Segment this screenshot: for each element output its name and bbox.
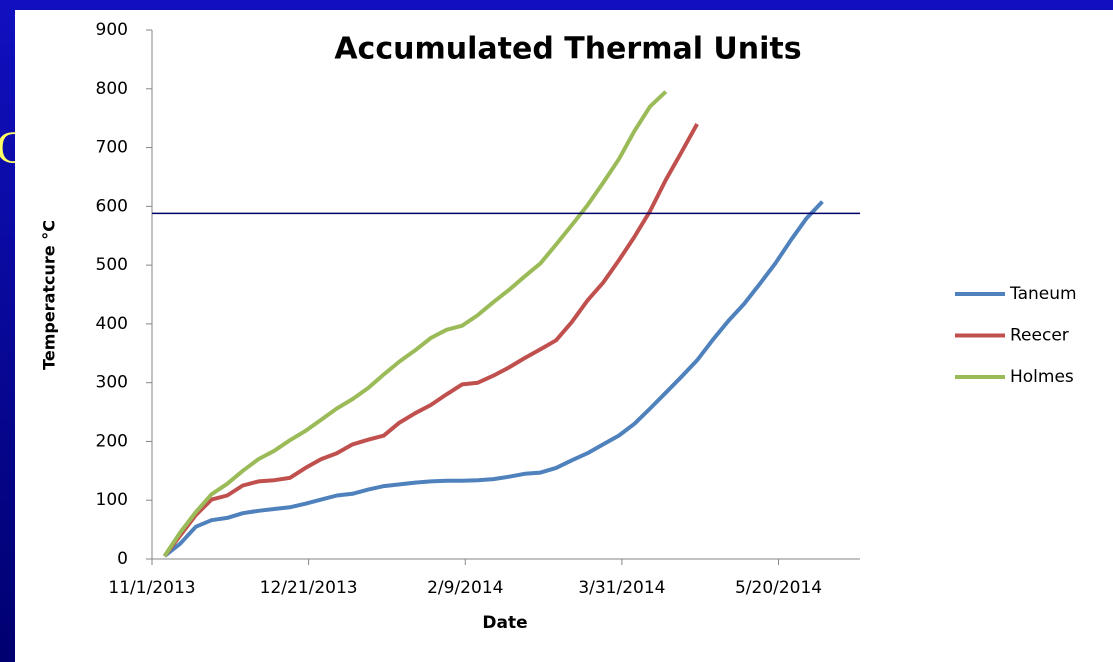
y-tick-label: 800 xyxy=(96,79,128,99)
series-line xyxy=(163,200,824,558)
y-tick-label: 600 xyxy=(96,196,128,216)
legend-label: Taneum xyxy=(1009,284,1077,304)
y-tick-label: 0 xyxy=(117,549,128,569)
y-tick-label: 500 xyxy=(96,255,128,275)
legend-label: Reecer xyxy=(1010,326,1069,346)
x-tick-label: 2/9/2014 xyxy=(427,578,503,598)
y-tick-label: 900 xyxy=(96,20,128,40)
y-tick-label: 100 xyxy=(96,490,128,510)
y-tick-label: 300 xyxy=(96,373,128,393)
chart-title: Accumulated Thermal Units xyxy=(334,32,801,67)
x-tick-label: 11/1/2013 xyxy=(108,578,195,598)
x-tick-label: 12/21/2013 xyxy=(260,578,358,598)
x-tick-label: 3/31/2014 xyxy=(578,578,665,598)
legend-label: Holmes xyxy=(1010,367,1074,387)
y-axis-label: Temperatcure °C xyxy=(40,220,59,370)
x-axis-label: Date xyxy=(482,613,527,633)
y-tick-label: 700 xyxy=(96,138,128,158)
y-tick-label: 200 xyxy=(96,431,128,451)
series-line xyxy=(162,123,699,558)
chart-panel xyxy=(15,10,1113,662)
y-tick-label: 400 xyxy=(96,314,128,334)
x-tick-label: 5/20/2014 xyxy=(735,578,822,598)
series-line xyxy=(162,90,668,558)
